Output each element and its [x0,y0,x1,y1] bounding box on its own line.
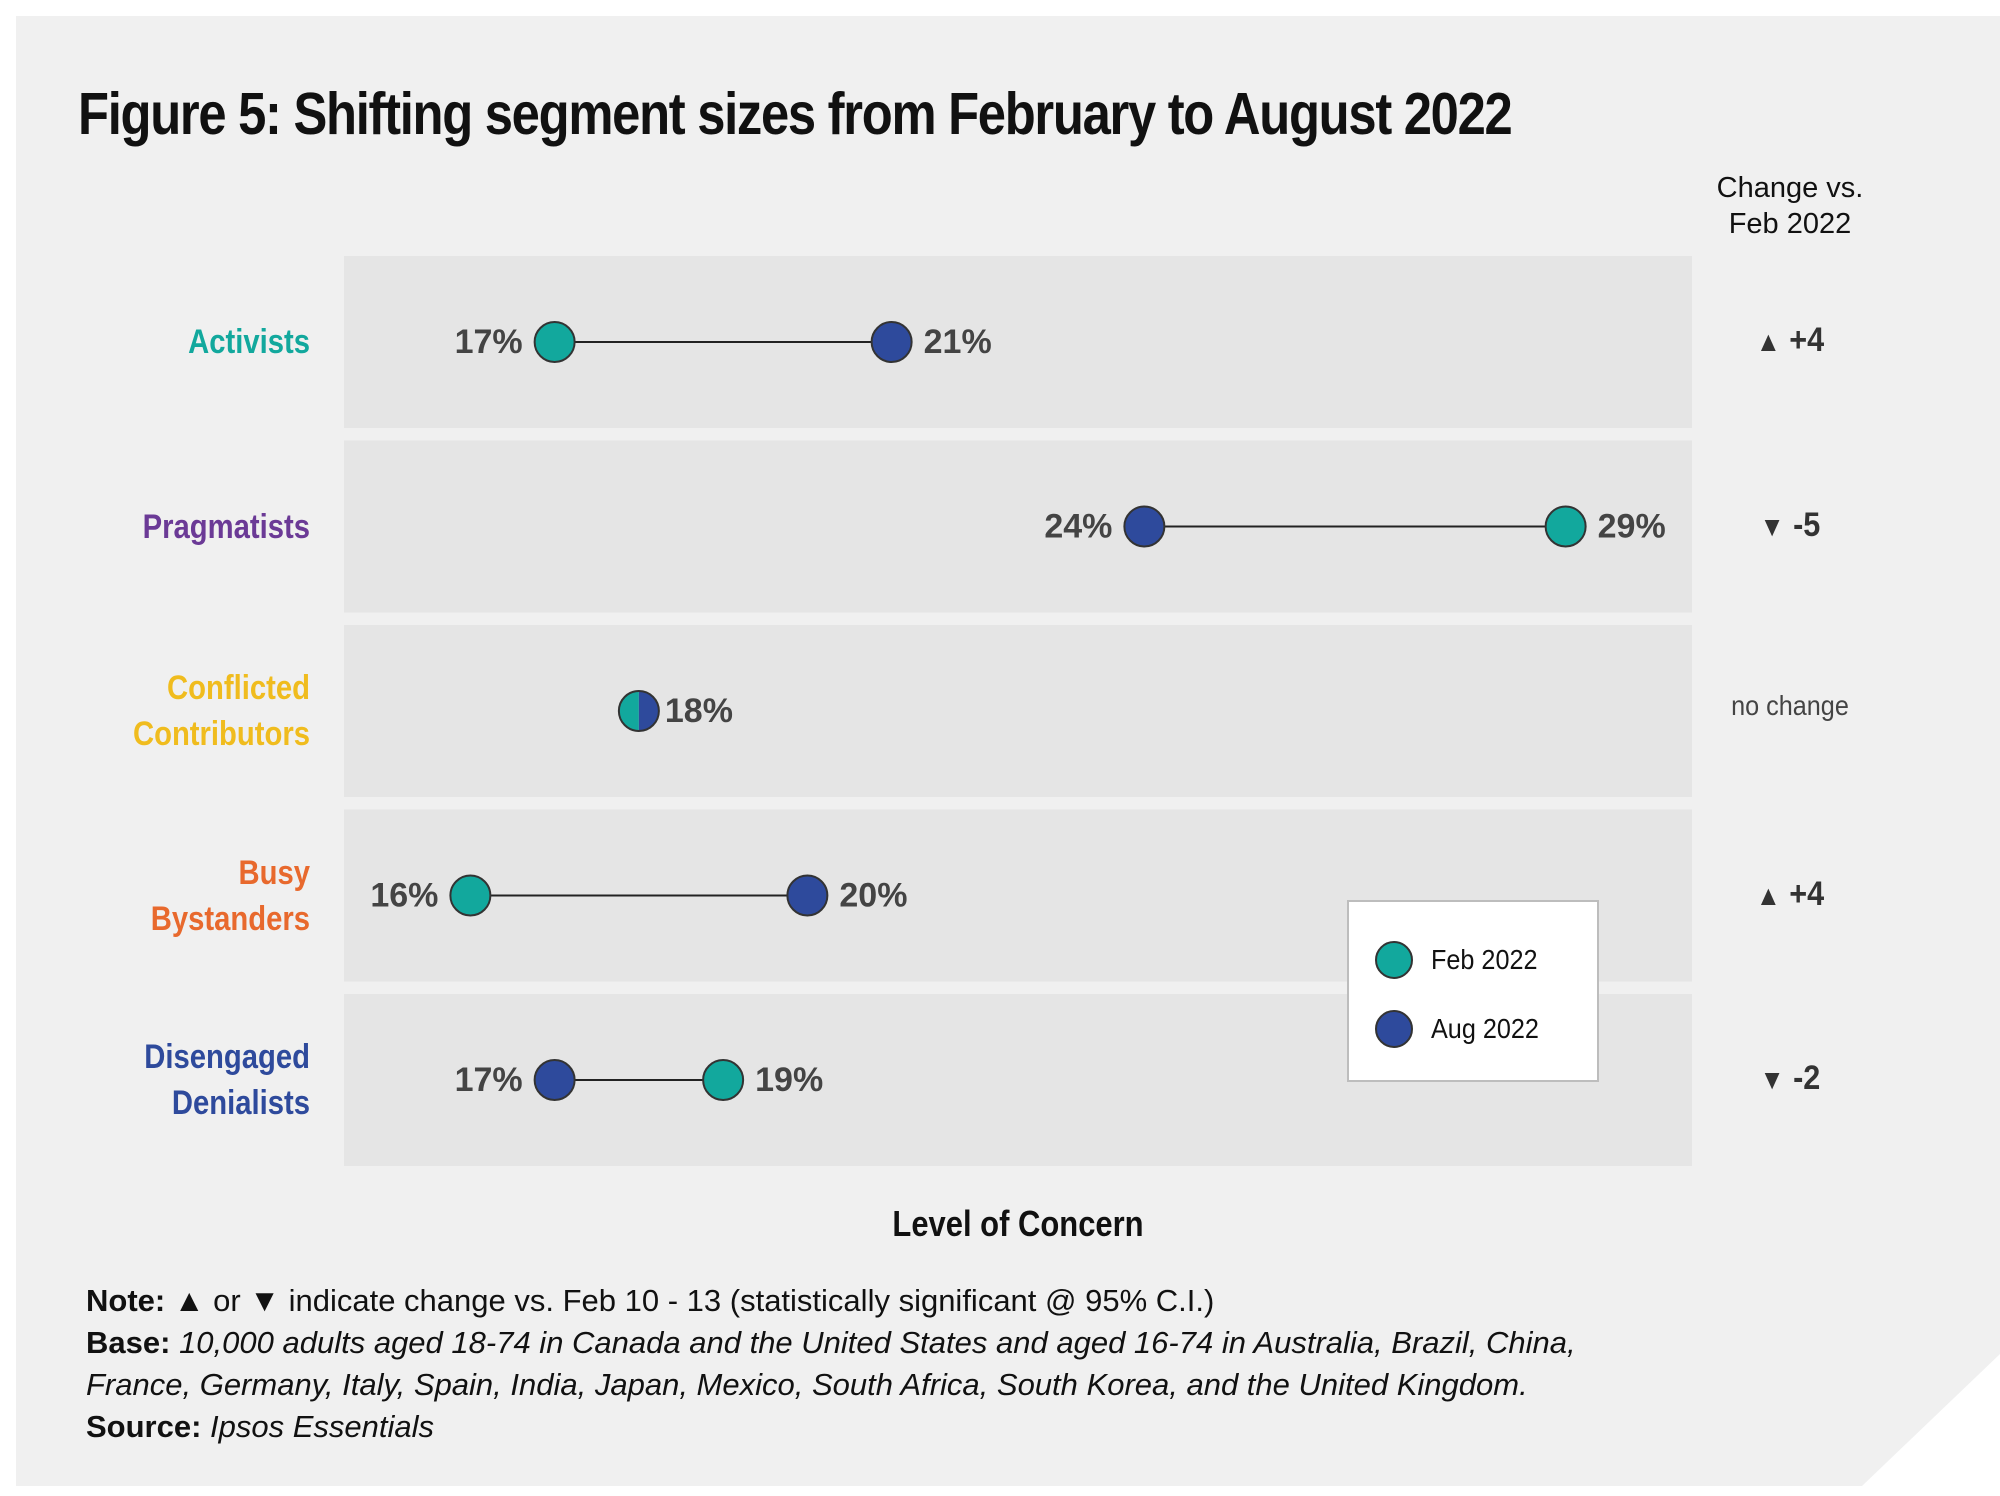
legend-label-aug: Aug 2022 [1431,1013,1539,1044]
source-text: Ipsos Essentials [210,1409,435,1444]
legend-dot-aug [1375,1010,1413,1048]
segment-label-line: Conflicted [167,669,310,707]
base-line: Base: 10,000 adults aged 18-74 in Canada… [86,1322,1576,1364]
point-aug [1123,505,1166,548]
segment-label-line: Contributors [132,715,310,753]
change-value: ▼ -2 [1709,1059,1871,1098]
legend: Feb 2022 Aug 2022 [1347,900,1599,1082]
point-aug [533,1059,576,1101]
point-feb [1544,505,1587,548]
segment-label-line: Pragmatists [142,507,310,546]
data-label-aug: 17% [455,1061,523,1099]
footnotes: Note: ▲ or ▼ indicate change vs. Feb 10 … [86,1280,1576,1448]
point-aug [870,321,913,363]
up-arrow-icon: ▲ [1755,326,1781,357]
data-label-feb: 29% [1598,508,1666,546]
row-band [344,625,1692,797]
data-label-aug: 21% [924,323,992,361]
segment-label: Busy Bystanders [52,850,310,942]
segment-label: Activists [52,319,310,365]
segment-label: Pragmatists [52,504,310,550]
point-feb [449,874,492,917]
legend-dot-feb [1375,941,1413,979]
point-feb [533,321,576,363]
data-label-feb: 19% [755,1061,823,1099]
point-outline [617,690,660,732]
data-label-aug: 18% [665,692,733,730]
segment-label-line: Denialists [171,1084,310,1122]
chart-title: Figure 5: Shifting segment sizes from Fe… [78,81,1513,147]
note-line: Note: ▲ or ▼ indicate change vs. Feb 10 … [86,1280,1576,1322]
change-text: +4 [1780,321,1825,359]
base-text-2: France, Germany, Italy, Spain, India, Ja… [86,1367,1528,1402]
segment-label-line: Disengaged [144,1038,310,1076]
point-feb [702,1059,745,1101]
source-line: Source: Ipsos Essentials [86,1406,1576,1448]
base-text-1: 10,000 adults aged 18-74 in Canada and t… [179,1325,1576,1360]
change-value: ▲ +4 [1709,321,1871,360]
legend-item-aug: Aug 2022 [1375,1007,1551,1051]
change-column-header: Change vs. Feb 2022 [1700,170,1880,242]
segment-label: Disengaged Denialists [52,1034,310,1126]
source-label: Source: [86,1409,202,1444]
base-label: Base: [86,1325,171,1360]
change-value: ▲ +4 [1709,875,1871,914]
segment-label-line: Activists [188,323,310,361]
point-aug [638,691,659,731]
legend-label-feb: Feb 2022 [1431,944,1538,975]
change-value: no change [1709,690,1871,722]
change-header-line-1: Change vs. [1716,172,1864,204]
legend-item-feb: Feb 2022 [1375,938,1549,982]
segment-label-line: Busy [238,853,310,892]
data-label-feb: 17% [455,323,523,361]
change-text: -5 [1784,505,1821,544]
change-text: -2 [1784,1059,1821,1097]
change-text: no change [1731,690,1849,721]
change-header-line-2: Feb 2022 [1728,208,1852,240]
data-label-feb: 16% [370,877,438,915]
point-feb [618,691,639,731]
segment-label-line: Bystanders [150,899,310,938]
note-text: ▲ or ▼ indicate change vs. Feb 10 - 13 (… [165,1283,1215,1318]
note-label: Note: [86,1283,166,1318]
change-text: +4 [1780,874,1825,913]
data-label-aug: 20% [839,877,907,915]
segment-label: Conflicted Contributors [52,665,310,757]
down-arrow-icon: ▼ [1759,510,1785,542]
change-value: ▼ -5 [1709,506,1871,545]
down-arrow-icon: ▼ [1759,1064,1785,1095]
point-aug [786,874,829,917]
data-label-aug: 24% [1044,508,1112,546]
up-arrow-icon: ▲ [1755,879,1781,911]
x-axis-label: Level of Concern [892,1203,1144,1244]
